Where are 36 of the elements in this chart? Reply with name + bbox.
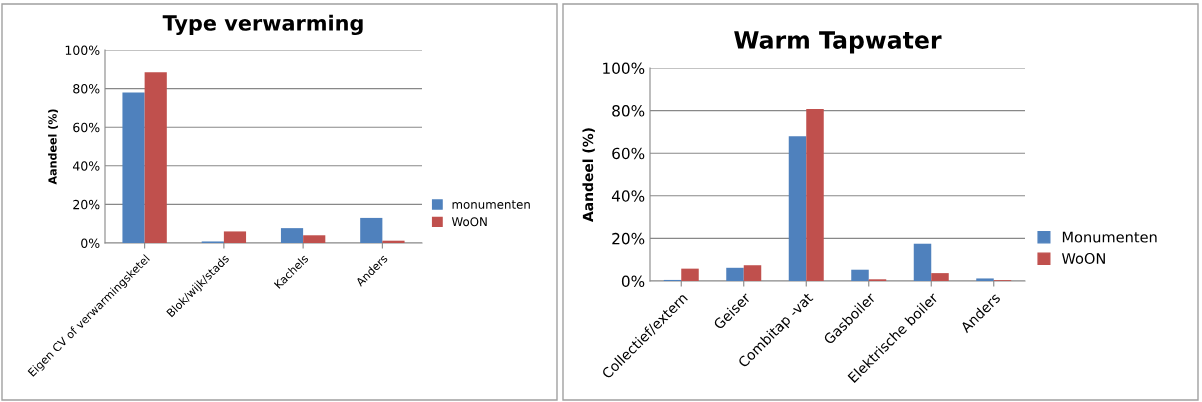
bar (681, 268, 699, 281)
bar (122, 92, 145, 243)
y-tick-label: 60% (612, 147, 645, 160)
bar (726, 267, 744, 281)
y-tick-label: 80% (73, 84, 100, 94)
legend-label: WoON (1061, 252, 1105, 264)
y-tick-label: 0% (81, 238, 100, 248)
bar (851, 269, 869, 281)
y-tick-label: 20% (73, 199, 100, 210)
legend-label: monumenten (452, 200, 530, 209)
legend-label: WoON (451, 217, 487, 227)
y-tick-label: 100% (603, 62, 645, 75)
bar (382, 240, 405, 243)
y-tick-label: 60% (73, 122, 100, 133)
legend-label: Monumenten (1062, 231, 1157, 243)
chart-title: Type verwarming (162, 14, 363, 36)
y-axis-title: Aandeel (%) (582, 128, 595, 222)
chart-title: Warm Tapwater (734, 31, 942, 54)
bar (280, 228, 304, 243)
y-tick-label: 0% (621, 275, 645, 288)
y-tick-label: 40% (72, 161, 100, 171)
y-axis-title: Aandeel (%) (48, 109, 58, 185)
bar (788, 136, 807, 281)
bar (144, 72, 167, 243)
y-tick-label: 20% (612, 232, 645, 245)
bar (360, 217, 383, 243)
y-tick-label: 80% (612, 105, 645, 117)
bar (931, 273, 949, 281)
y-tick-label: 100% (65, 45, 100, 55)
bar (743, 265, 762, 281)
bar (303, 235, 326, 243)
bar (223, 231, 247, 243)
bar (976, 278, 994, 281)
bar (806, 109, 824, 281)
y-tick-label: 40% (611, 190, 645, 202)
bar (913, 243, 932, 281)
